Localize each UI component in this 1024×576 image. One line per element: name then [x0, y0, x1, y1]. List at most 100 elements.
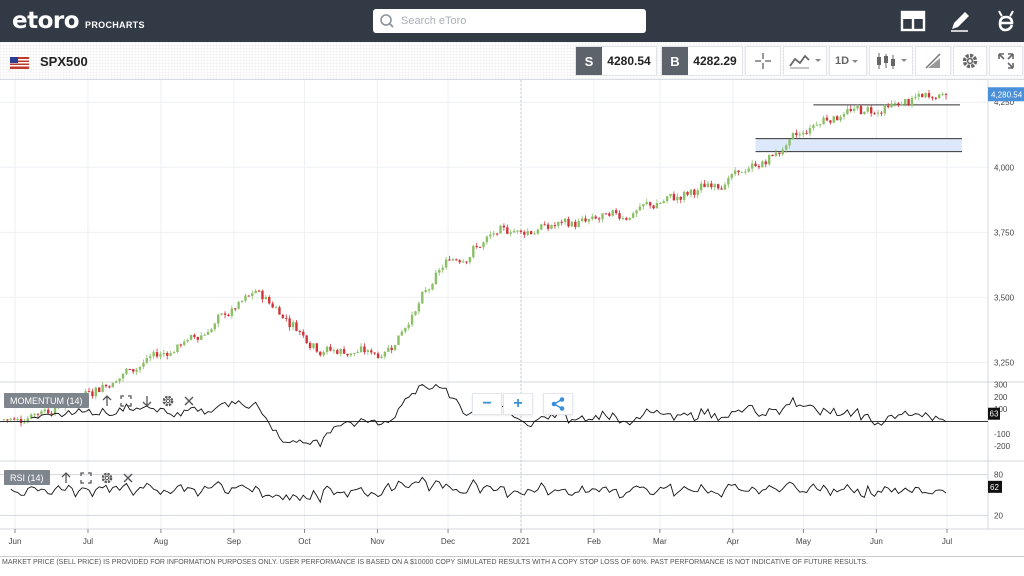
- candle-body: [839, 116, 842, 121]
- candle-body: [132, 369, 135, 372]
- etoro-logo[interactable]: etoro PROCHARTS: [12, 6, 145, 36]
- candle-body: [448, 259, 451, 261]
- x-axis-label: Aug: [154, 537, 168, 546]
- zoom-in-button[interactable]: +: [503, 393, 533, 415]
- momentum-label[interactable]: MOMENTUM (14): [4, 393, 89, 408]
- gear-icon[interactable]: [100, 471, 114, 485]
- candle-body: [397, 335, 400, 345]
- candle-body: [492, 233, 495, 235]
- crosshair-icon[interactable]: [745, 46, 781, 76]
- candle-body: [849, 108, 852, 111]
- x-axis-label: Mar: [653, 537, 667, 546]
- x-axis-label: Jun: [9, 537, 22, 546]
- candle-body: [254, 290, 257, 294]
- candle-body: [366, 350, 370, 353]
- candle-body: [404, 327, 407, 332]
- maximize-icon[interactable]: [79, 471, 93, 485]
- candle-body: [618, 213, 621, 219]
- candle-body: [686, 191, 689, 195]
- candle-body: [475, 246, 478, 248]
- rsi-label[interactable]: RSI (14): [4, 470, 50, 485]
- candle-body: [421, 291, 424, 304]
- candle-body: [747, 168, 750, 172]
- candle-body: [788, 139, 791, 146]
- candle-body: [890, 103, 893, 108]
- candle-body: [438, 270, 441, 273]
- candle-body: [370, 350, 373, 353]
- candle-body: [295, 322, 298, 331]
- sell-button[interactable]: S 4280.54: [575, 46, 657, 76]
- price-chart[interactable]: 4,250 4,000 3,750 3,500 3,250 4,280.54 300 200 1…: [0, 80, 1024, 556]
- candle-body: [608, 213, 611, 216]
- candle-body: [655, 202, 659, 209]
- candle-body: [325, 346, 329, 353]
- candle-body: [716, 184, 720, 189]
- timeframe-select[interactable]: 1D: [829, 46, 867, 76]
- chart-area[interactable]: 4,250 4,000 3,750 3,500 3,250 4,280.54 300 200 1…: [0, 80, 1024, 556]
- momentum-value-tag: [988, 407, 1000, 420]
- candle-body: [563, 218, 567, 223]
- candle-body: [393, 344, 397, 351]
- candle-body: [210, 329, 213, 332]
- candle-body: [941, 93, 944, 95]
- layout-icon[interactable]: [899, 8, 927, 34]
- fullscreen-icon[interactable]: [989, 46, 1023, 76]
- close-icon[interactable]: [182, 394, 196, 408]
- zoom-out-button[interactable]: −: [472, 393, 502, 415]
- chart-type-icon[interactable]: [783, 46, 827, 76]
- candle-body: [441, 267, 444, 271]
- x-axis-label: Jul: [83, 537, 93, 546]
- candle-body: [771, 154, 774, 157]
- drawing-icon[interactable]: [915, 46, 951, 76]
- candle-body: [268, 297, 271, 304]
- candle-body: [580, 218, 584, 222]
- rsi-series-line: [10, 476, 947, 504]
- share-button[interactable]: [543, 393, 573, 415]
- candle-body: [91, 391, 94, 397]
- candle-body: [805, 132, 808, 134]
- search-input[interactable]: [401, 15, 631, 27]
- candle-body: [118, 378, 121, 382]
- candle-body: [47, 409, 50, 414]
- candle-body: [98, 387, 101, 393]
- pencil-icon[interactable]: [946, 8, 974, 34]
- move-up-icon[interactable]: [100, 394, 114, 408]
- rsi-axis-label: 80: [994, 471, 1003, 480]
- candle-body: [305, 335, 308, 343]
- buy-tag: B: [662, 47, 688, 75]
- search-box[interactable]: [373, 9, 646, 33]
- rsi-value-tag: [988, 480, 1002, 493]
- candle-body: [801, 132, 805, 135]
- candles-icon[interactable]: [869, 46, 913, 76]
- candle-body: [822, 117, 825, 125]
- move-down-icon[interactable]: [140, 394, 154, 408]
- candle-body: [346, 353, 349, 356]
- close-icon[interactable]: [121, 471, 135, 485]
- buy-button[interactable]: B 4282.29: [661, 46, 743, 76]
- disclaimer: MARKET PRICE (SELL PRICE) IS PROVIDED FO…: [0, 556, 1024, 576]
- settings-icon[interactable]: [953, 46, 987, 76]
- price-axis-label: 4,000: [994, 163, 1015, 172]
- x-axis-label: Apr: [727, 537, 740, 546]
- x-axis-label: Jul: [942, 537, 952, 546]
- candle-body: [852, 108, 856, 111]
- price-axis-label: 4,250: [994, 98, 1015, 107]
- candle-body: [886, 105, 890, 108]
- candle-body: [706, 183, 710, 188]
- candle-body: [625, 218, 628, 220]
- candle-body: [339, 349, 342, 354]
- etoro-e-icon[interactable]: [992, 8, 1020, 34]
- timeframe-label: 1D: [834, 55, 850, 67]
- candle-body: [733, 170, 737, 175]
- candle-body: [489, 234, 492, 237]
- candle-body: [427, 289, 431, 291]
- move-up-icon[interactable]: [59, 471, 73, 485]
- candle-body: [336, 350, 339, 354]
- gear-icon[interactable]: [161, 394, 175, 408]
- maximize-icon[interactable]: [119, 394, 133, 408]
- candle-body: [155, 352, 159, 357]
- price-axis-label: 3,750: [994, 228, 1015, 237]
- candle-body: [631, 213, 635, 218]
- candle-body: [227, 314, 230, 317]
- candle-body: [444, 259, 448, 268]
